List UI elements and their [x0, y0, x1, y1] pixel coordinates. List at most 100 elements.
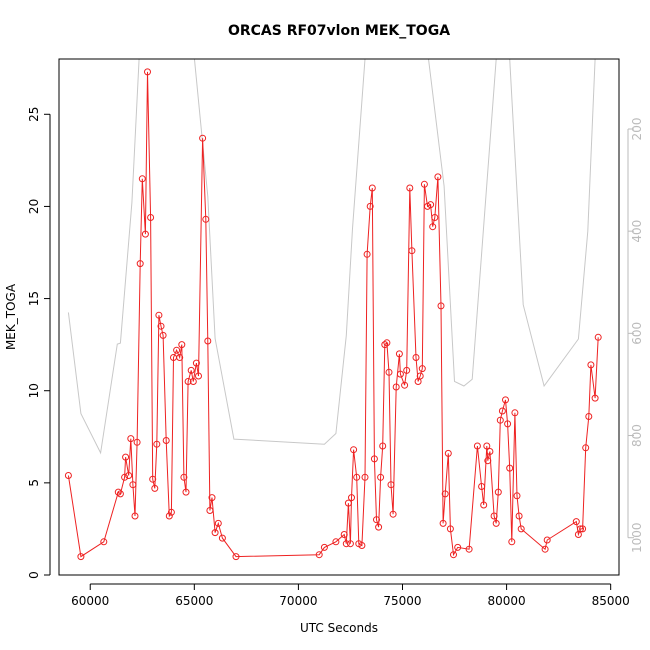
data-point: [366, 202, 374, 210]
data-point: [368, 184, 376, 192]
y-tick-label: 20: [27, 199, 41, 214]
data-point: [165, 512, 173, 520]
data-point: [178, 341, 186, 349]
data-point: [483, 442, 491, 450]
data-point: [434, 173, 442, 181]
data-point: [444, 449, 452, 457]
data-point: [594, 333, 602, 341]
data-point: [350, 446, 358, 454]
secondary-y-tick-label: 800: [630, 424, 644, 447]
data-point: [478, 483, 486, 490]
data-point: [332, 538, 340, 546]
data-point: [184, 378, 192, 385]
data-point: [502, 396, 509, 404]
data-point: [208, 494, 216, 502]
data-point: [420, 180, 428, 188]
data-point: [133, 438, 141, 446]
data-point: [144, 68, 151, 76]
data-point: [180, 473, 188, 481]
x-tick-label: 65000: [175, 594, 213, 608]
y-axis-label: MEK_TOGA: [4, 283, 18, 350]
x-tick-label: 80000: [487, 594, 525, 608]
data-point: [498, 407, 506, 415]
data-point: [579, 525, 587, 533]
data-point: [511, 409, 519, 417]
data-point: [122, 453, 130, 461]
data-point: [387, 481, 395, 489]
data-point: [381, 341, 389, 349]
x-axis: 60000 65000 70000 75000 80000 85000: [71, 583, 630, 608]
data-point: [450, 551, 457, 559]
data-point: [373, 516, 380, 524]
data-point: [232, 553, 240, 561]
data-point: [508, 538, 516, 546]
data-point: [202, 215, 210, 223]
data-point: [129, 481, 137, 489]
data-point: [138, 175, 146, 183]
data-point: [383, 339, 391, 347]
data-point: [541, 545, 549, 553]
y-axis: 0 5 10 15 20 25: [27, 107, 51, 579]
data-point: [492, 519, 500, 527]
data-point: [480, 501, 488, 509]
data-point: [199, 134, 207, 142]
x-axis-label: UTC Seconds: [300, 621, 378, 635]
primary-series: [64, 68, 602, 561]
data-point: [147, 214, 155, 221]
data-point: [441, 490, 449, 498]
data-point: [363, 250, 371, 258]
data-point: [446, 525, 454, 533]
secondary-y-axis: 200 400 600 800 1000: [627, 118, 644, 553]
y-tick-label: 0: [27, 571, 41, 579]
data-point: [162, 437, 170, 444]
data-point: [515, 512, 523, 520]
data-point: [494, 488, 502, 496]
data-point: [159, 331, 167, 339]
data-point: [114, 488, 122, 496]
data-point: [490, 512, 498, 520]
data-point: [406, 184, 414, 192]
data-point: [77, 553, 85, 561]
data-point: [218, 534, 226, 542]
data-point: [167, 508, 175, 516]
data-point: [401, 381, 409, 389]
x-tick-label: 75000: [383, 594, 421, 608]
data-point: [176, 354, 184, 361]
data-point: [121, 473, 129, 481]
secondary-y-tick-label: 200: [630, 118, 644, 141]
y-tick-label: 5: [27, 479, 41, 487]
secondary-y-tick-label: 1000: [630, 522, 644, 553]
data-point: [340, 531, 348, 538]
data-point: [473, 442, 481, 450]
data-point: [192, 359, 200, 367]
data-point: [64, 472, 72, 479]
plot-frame: [58, 58, 620, 576]
data-point: [370, 455, 378, 463]
chart-title: ORCAS RF07vlon MEK_TOGA: [228, 23, 450, 39]
data-point: [211, 529, 219, 537]
data-point: [155, 311, 163, 319]
data-point: [149, 475, 157, 483]
data-point: [125, 472, 133, 479]
data-point: [437, 302, 445, 310]
x-tick-label: 85000: [592, 594, 630, 608]
data-point: [377, 473, 385, 481]
data-point: [385, 368, 393, 376]
data-point: [465, 545, 473, 553]
data-point: [496, 416, 504, 424]
data-point: [543, 536, 551, 544]
data-point: [587, 361, 595, 369]
data-point: [136, 260, 144, 268]
data-point: [348, 494, 355, 502]
data-point: [187, 366, 195, 374]
data-point: [151, 484, 159, 492]
y-tick-label: 10: [27, 383, 41, 398]
data-point: [439, 519, 447, 527]
data-point: [572, 518, 580, 526]
data-point: [389, 510, 397, 518]
data-point: [504, 420, 512, 428]
data-point: [206, 507, 214, 514]
x-tick-label: 60000: [71, 594, 109, 608]
secondary-series-line: [67, 59, 596, 455]
